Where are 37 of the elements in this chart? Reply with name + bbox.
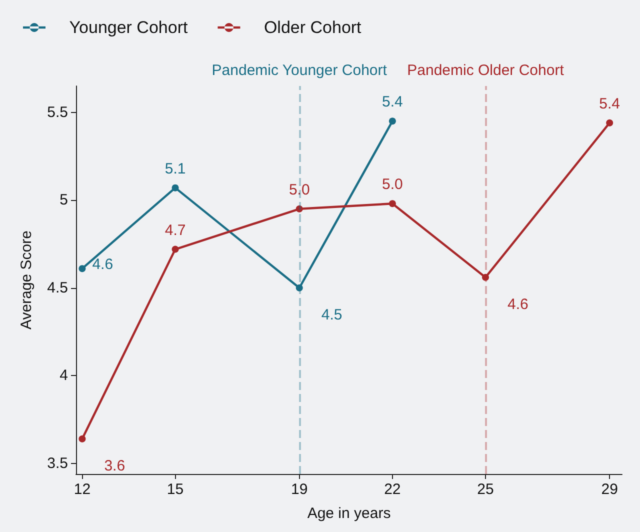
point [296, 284, 303, 292]
x-tick-label: 25 [477, 481, 494, 498]
data-label: 5.0 [382, 176, 403, 194]
x-tick-label: 22 [384, 481, 401, 498]
data-label: 4.5 [321, 306, 342, 324]
point [78, 265, 86, 272]
ref-line-label: Pandemic Younger Cohort [212, 62, 388, 79]
x-tick-label: 29 [601, 481, 618, 498]
data-label: 4.6 [508, 296, 528, 313]
x-tick-label: 15 [166, 481, 184, 498]
data-label: 4.6 [92, 256, 114, 274]
point [606, 119, 614, 126]
data-label: 5.0 [288, 181, 310, 198]
y-tick-label: 4 [60, 367, 68, 384]
data-label: 4.7 [164, 222, 186, 239]
data-label: 5.4 [599, 95, 620, 112]
point [388, 118, 396, 125]
point [172, 184, 179, 192]
x-tick-label: 19 [291, 481, 308, 498]
y-tick-label: 3.5 [47, 454, 68, 472]
data-label: 5.1 [164, 160, 186, 178]
data-label: 5.4 [382, 94, 403, 111]
legend-label: Younger Cohort [69, 18, 188, 37]
point [388, 200, 396, 208]
ref-line-label: Pandemic Older Cohort [407, 62, 565, 79]
y-tick-label: 5.5 [47, 104, 68, 121]
x-axis-title: Age in years [307, 505, 391, 522]
y-tick-label: 4.5 [47, 279, 68, 296]
point [296, 205, 303, 212]
x-tick-label: 12 [74, 481, 91, 498]
y-axis-title: Average Score [18, 230, 35, 330]
point [482, 274, 489, 281]
y-tick-label: 5 [60, 192, 68, 209]
data-label: 3.6 [104, 457, 126, 474]
point [172, 246, 179, 253]
point [78, 435, 86, 442]
legend-label: Older Cohort [264, 18, 362, 37]
